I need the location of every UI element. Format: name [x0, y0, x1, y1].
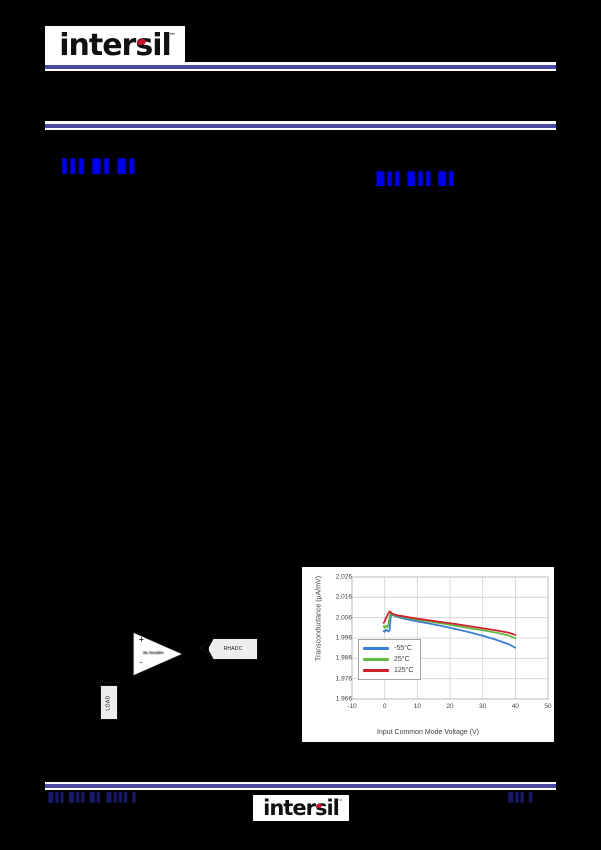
logo-trademark-icon: ™ [168, 31, 176, 40]
header-rule-top [45, 62, 556, 71]
chart-x-tick: 0 [382, 703, 387, 710]
opamp-triangle-icon [132, 631, 185, 677]
chart-x-tick: 10 [413, 703, 421, 710]
rhadc-block: RHADC [208, 638, 258, 660]
load-terminal-icon [99, 682, 117, 683]
footer-text-right: ▐▌▌▌▐ [505, 791, 557, 803]
chart-legend-item: 25°C [363, 654, 414, 665]
opamp-inverting-input-label: − [139, 660, 144, 667]
section-heading-right-text: ▐▌▌▌▐▌▌▌▐▌▌ [372, 170, 458, 186]
chart-y-tick: 2.026 [335, 573, 352, 581]
opamp-noninverting-input-label: + [139, 635, 144, 644]
chart-y-tick: 1.996 [335, 634, 352, 642]
logo-text: intersil [59, 27, 172, 63]
footer-text-left: ▐▌▌▌▐▌▌▌▐▌▌ ▐▌▌▌▌▐ [45, 791, 245, 803]
opamp-symbol: + − ISL70xxSEH [130, 630, 185, 678]
chart-legend-item: 125°C [363, 665, 414, 676]
chart-legend-label: 25°C [394, 656, 410, 663]
footer-text-left-content: ▐▌▌▌▐▌▌▌▐▌▌ ▐▌▌▌▌▐ [45, 791, 136, 802]
section-heading-left-text: ▌▌▌▐▌▌▐▌▌ [62, 158, 139, 174]
chart-legend-label: 125°C [394, 667, 414, 674]
footer-logo-trademark-icon: ™ [337, 799, 343, 805]
footer-logo-text: intersil [263, 796, 340, 820]
chart-x-tick: 20 [446, 703, 454, 710]
application-circuit-diagram: + − ISL70xxSEH RHADC LOAD [85, 610, 285, 730]
logo-wordmark: intersil ™ [59, 27, 176, 63]
chart-y-tick: 1.966 [335, 695, 352, 703]
rhadc-label: RHADC [223, 646, 243, 652]
chart-x-tick: 40 [511, 703, 519, 710]
chart-plot-area [351, 576, 549, 700]
chart-legend: -55°C 25°C 125°C [358, 639, 421, 680]
header-rule-bottom [45, 121, 556, 130]
rhadc-input-arrow-icon [199, 641, 211, 655]
chart-series-line [382, 613, 517, 649]
chart-legend-swatch [363, 647, 389, 650]
chart-y-tick: 1.986 [335, 654, 352, 662]
intersil-logo-header: intersil ™ [45, 26, 185, 64]
chart-x-tick: -10 [347, 703, 357, 710]
footer-text-right-content: ▐▌▌▌▐ [505, 791, 532, 802]
footer-logo-wordmark: intersil ™ [263, 796, 343, 820]
chart-legend-swatch [363, 669, 389, 672]
chart-legend-label: -55°C [394, 645, 412, 652]
intersil-logo-footer: intersil ™ [253, 795, 349, 821]
chart-x-tick: 50 [544, 703, 552, 710]
opamp-part-label: ISL70xxSEH [143, 650, 164, 655]
chart-y-tick: 1.976 [335, 675, 352, 683]
section-heading-left: ▌▌▌▐▌▌▐▌▌ [62, 158, 212, 174]
chart-legend-swatch [363, 658, 389, 661]
chart-series-line [382, 610, 517, 636]
load-label: LOAD [106, 694, 112, 711]
load-block: LOAD [100, 685, 118, 720]
chart-x-axis-ticks: -10 0 10 20 30 40 50 [302, 701, 554, 713]
chart-y-tick: 2.006 [335, 614, 352, 622]
chart-x-tick: 30 [479, 703, 487, 710]
section-heading-right: ▐▌▌▌▐▌▌▌▐▌▌ [372, 170, 532, 186]
chart-legend-item: -55°C [363, 643, 414, 654]
transconductance-chart: Transconductance (µA/mV) 1.966 1.976 1.986… [301, 566, 555, 743]
chart-x-axis-label: Input Common Mode Voltage (V) [377, 729, 479, 736]
chart-y-axis-ticks: 1.966 1.976 1.986 1.996 2.006 2.016 2.026 [316, 567, 352, 742]
footer-rule [45, 782, 556, 790]
chart-y-tick: 2.016 [335, 593, 352, 601]
